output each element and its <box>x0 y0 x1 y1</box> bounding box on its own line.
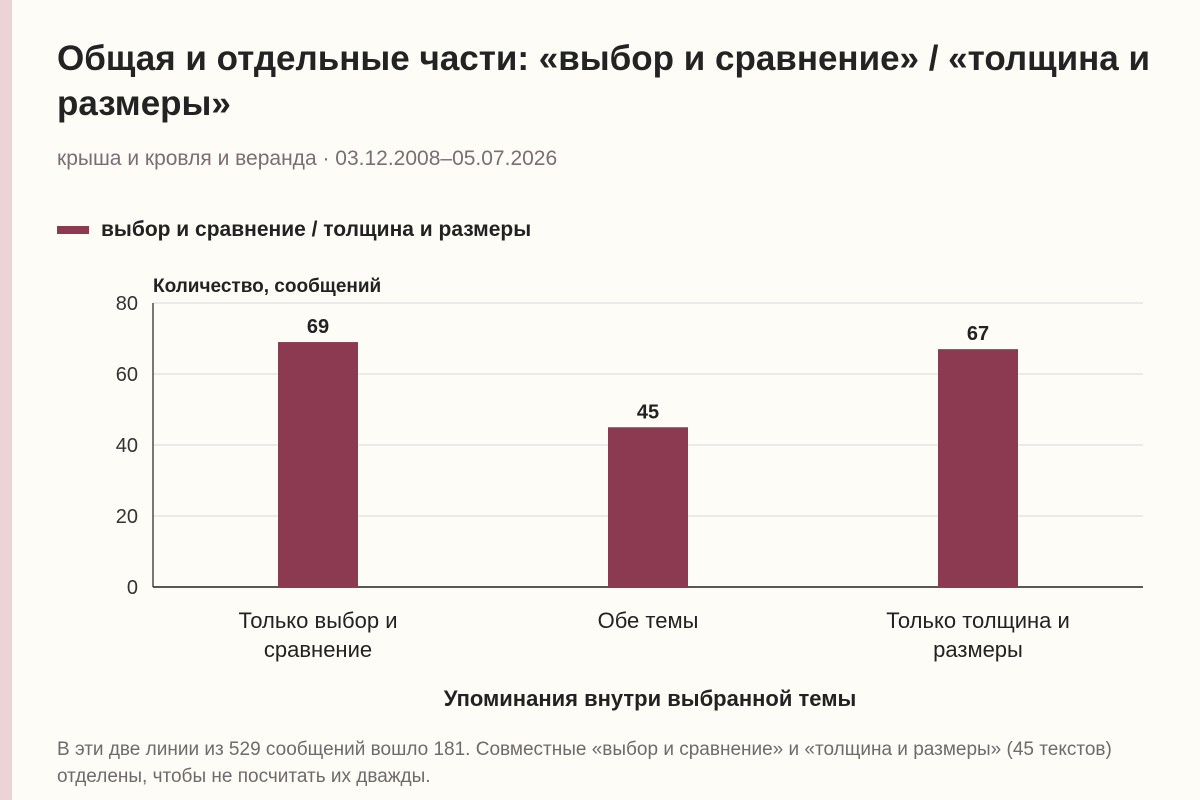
x-tick-label: Обе темы <box>598 608 699 633</box>
x-tick-label: Только выбор и <box>239 608 398 633</box>
y-axis-title: Количество, сообщений <box>153 276 381 297</box>
y-tick-label: 40 <box>116 435 138 457</box>
bar <box>278 342 358 587</box>
bar-value-label: 67 <box>967 323 989 345</box>
footnote: В эти две линии из 529 сообщений вошло 1… <box>57 739 1112 787</box>
y-tick-label: 20 <box>116 506 138 528</box>
y-tick-label: 80 <box>116 293 138 315</box>
accent-strip <box>0 0 12 800</box>
x-tick-label: Только толщина и <box>886 608 1070 633</box>
chart-title: Общая и отдельные части: «выбор и сравне… <box>57 39 1150 123</box>
x-tick-label: сравнение <box>264 637 372 662</box>
bar-value-label: 45 <box>637 401 659 423</box>
y-tick-label: 60 <box>116 364 138 386</box>
bar <box>608 427 688 587</box>
bar <box>938 349 1018 587</box>
legend-swatch <box>57 226 89 234</box>
bar-chart: 0 20 40 60 80 Количество, сообщений 69 Только в… <box>116 276 1143 662</box>
y-tick-label: 0 <box>127 577 138 599</box>
legend: выбор и сравнение / толщина и размеры <box>57 218 531 242</box>
x-tick-label: размеры <box>933 637 1023 662</box>
chart-subtitle: крыша и кровля и веранда · 03.12.2008–05… <box>57 147 558 170</box>
x-axis-title: Упоминания внутри выбранной темы <box>443 686 857 711</box>
legend-label: выбор и сравнение / толщина и размеры <box>101 218 532 241</box>
bar-value-label: 69 <box>307 316 329 338</box>
